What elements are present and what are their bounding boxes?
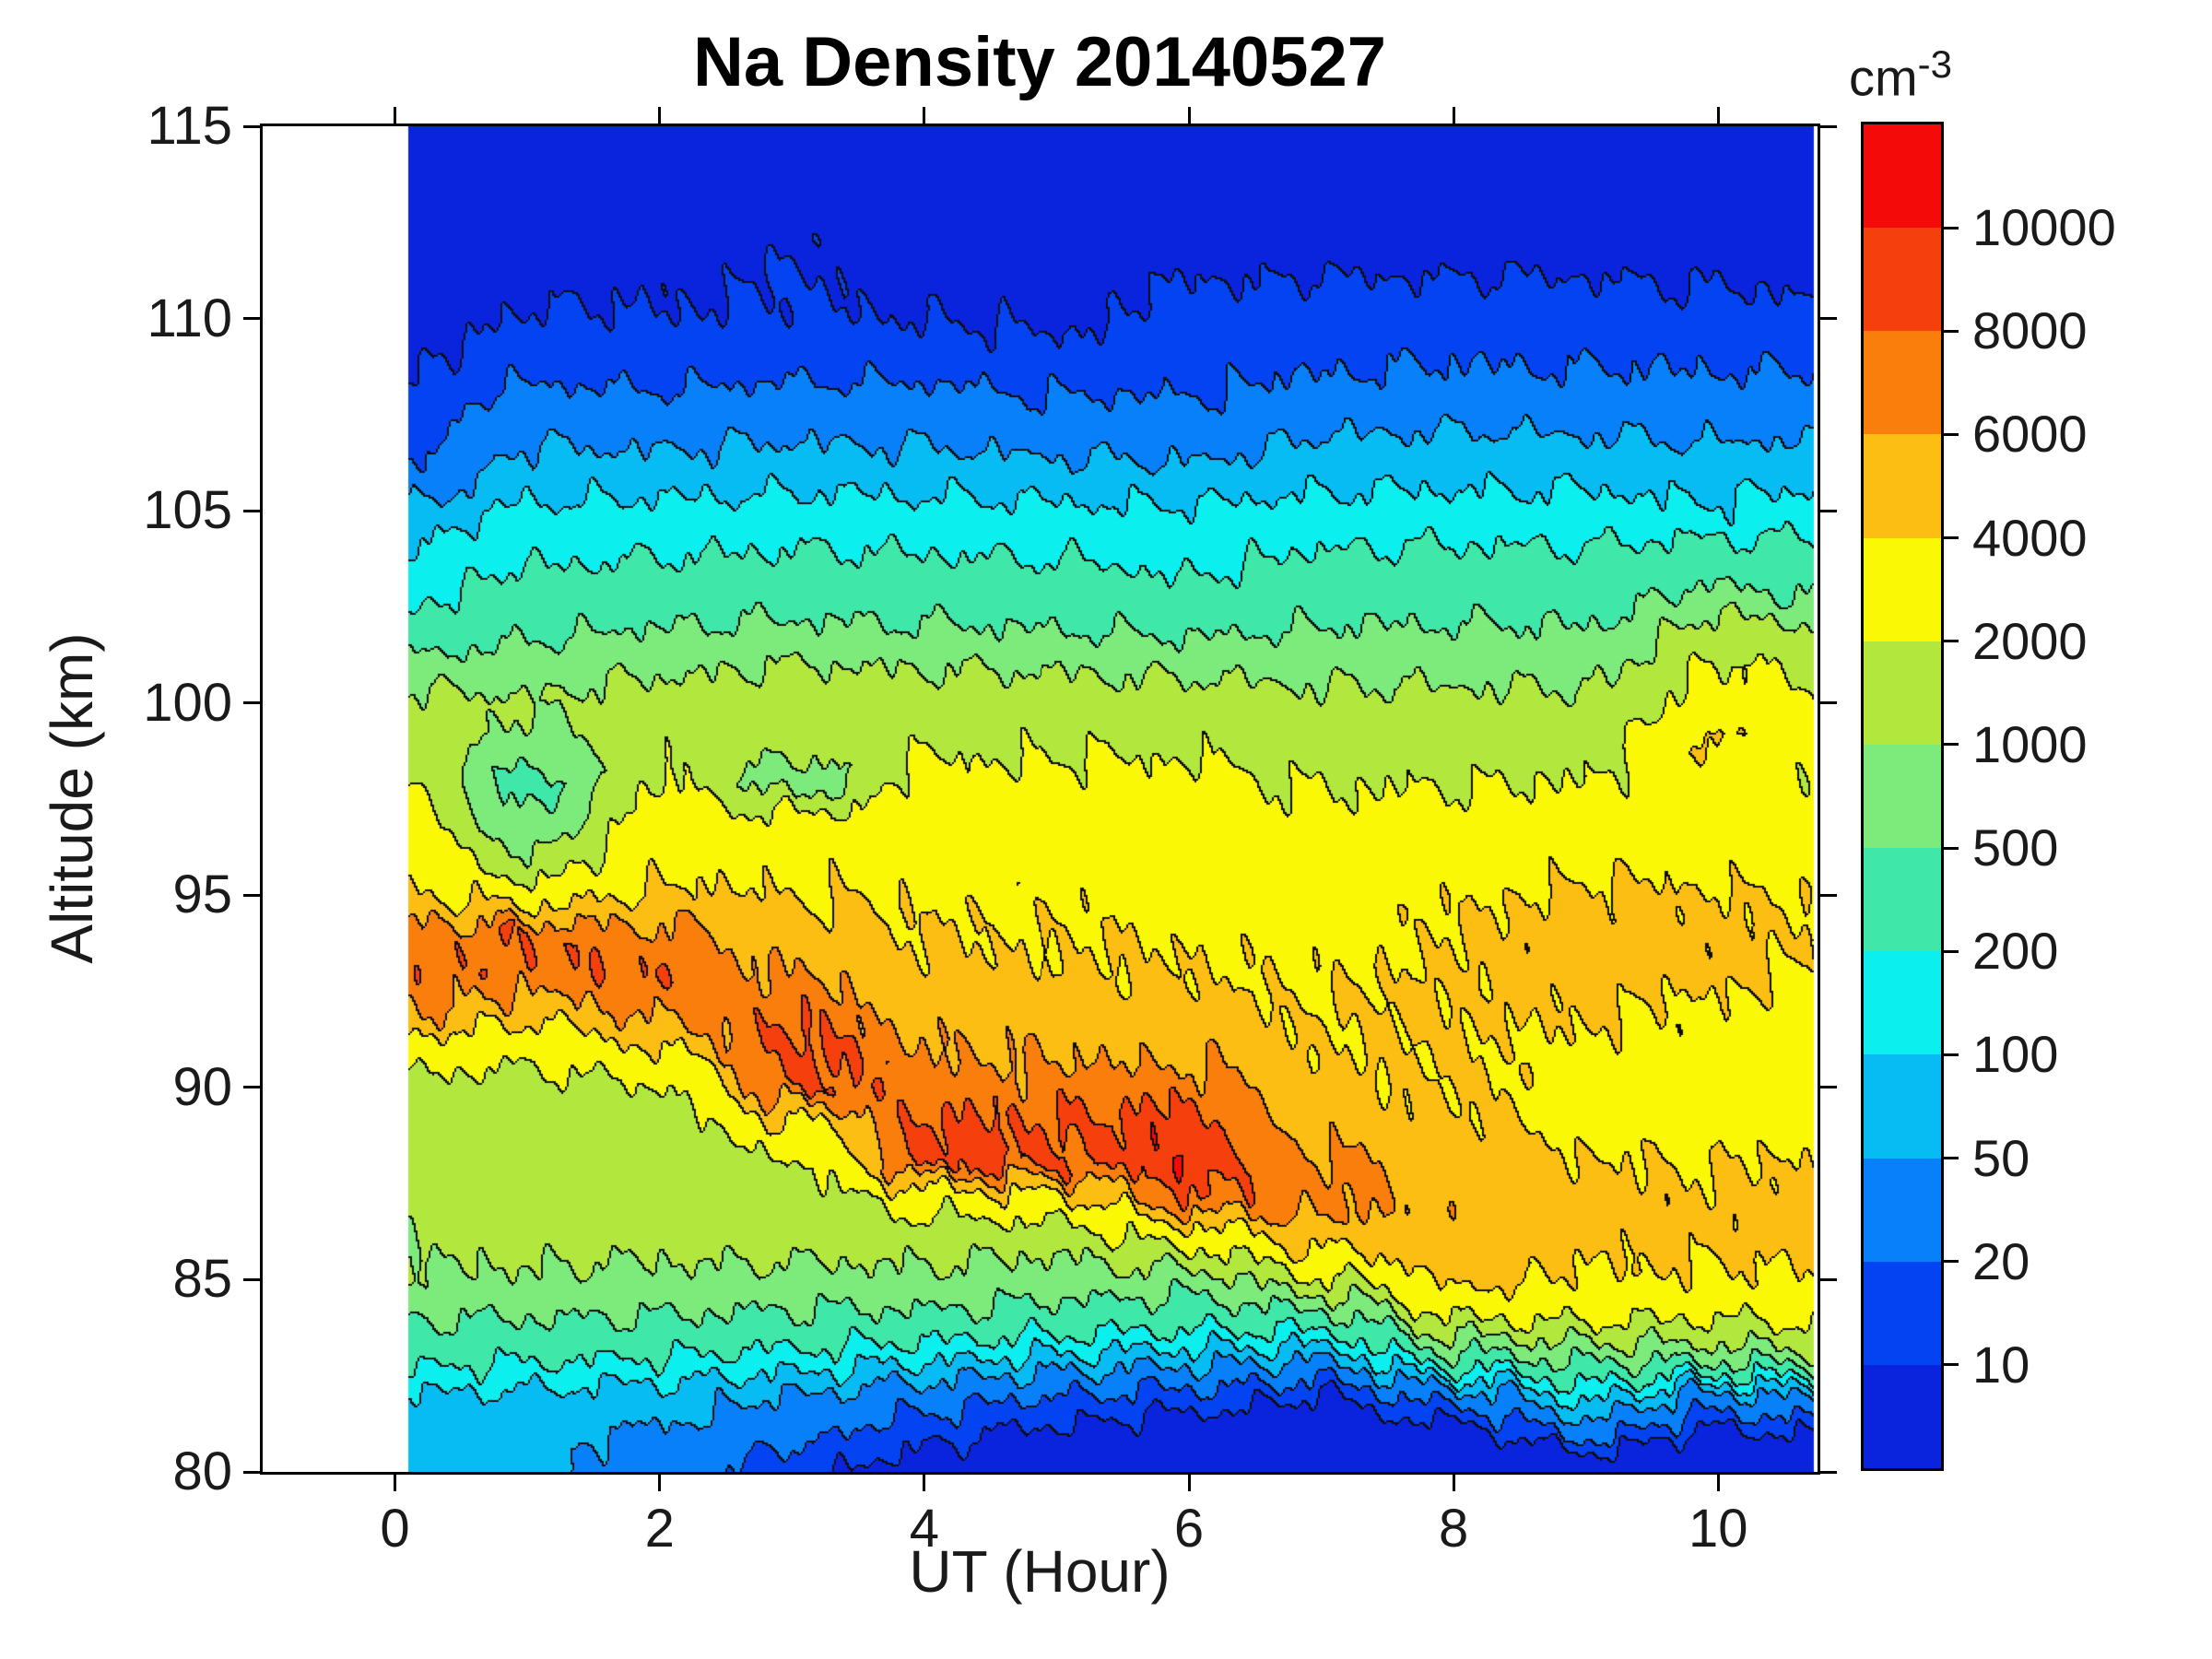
colorbar-tick-mark-2000 bbox=[1944, 640, 1959, 643]
colorbar-tick-label-100: 100 bbox=[1972, 1025, 2059, 1084]
x-tick-label-10: 10 bbox=[1688, 1499, 1748, 1559]
x-tick-mark-top-6 bbox=[1187, 107, 1191, 124]
y-tick-mark-left-110 bbox=[243, 317, 260, 321]
colorbar-tick-label-500: 500 bbox=[1972, 818, 2059, 877]
colorbar-tick-mark-20 bbox=[1944, 1260, 1959, 1264]
y-tick-mark-left-105 bbox=[243, 509, 260, 512]
y-tick-label-115: 115 bbox=[147, 96, 232, 156]
colorbar-band-12 bbox=[1864, 124, 1941, 229]
y-tick-label-85: 85 bbox=[172, 1249, 232, 1310]
colorbar-unit-base: cm bbox=[1849, 48, 1918, 107]
colorbar-band-2 bbox=[1864, 1158, 1941, 1262]
colorbar-tick-label-200: 200 bbox=[1972, 922, 2059, 981]
x-tick-label-8: 8 bbox=[1439, 1499, 1469, 1559]
colorbar-tick-mark-6000 bbox=[1944, 432, 1959, 436]
x-tick-mark-bottom-4 bbox=[923, 1475, 926, 1491]
y-tick-mark-right-110 bbox=[1820, 317, 1837, 321]
x-axis-label: UT (Hour) bbox=[909, 1538, 1171, 1605]
x-tick-label-0: 0 bbox=[380, 1499, 410, 1559]
colorbar-tick-label-1000: 1000 bbox=[1972, 714, 2088, 773]
y-axis-label: Altitude (km) bbox=[39, 632, 105, 964]
colorbar-tick-mark-4000 bbox=[1944, 536, 1959, 540]
colorbar-tick-mark-200 bbox=[1944, 949, 1959, 953]
colorbar-tick-mark-100 bbox=[1944, 1053, 1959, 1056]
colorbar bbox=[1861, 122, 1944, 1471]
colorbar-tick-mark-8000 bbox=[1944, 329, 1959, 333]
colorbar-bands bbox=[1864, 124, 1941, 1469]
x-tick-label-2: 2 bbox=[644, 1499, 675, 1559]
y-tick-mark-right-100 bbox=[1820, 701, 1837, 705]
y-tick-label-100: 100 bbox=[143, 672, 232, 733]
colorbar-band-4 bbox=[1864, 951, 1941, 1055]
y-tick-label-90: 90 bbox=[172, 1056, 232, 1117]
x-tick-mark-bottom-8 bbox=[1452, 1475, 1455, 1491]
colorbar-unit-label: cm-3 bbox=[1849, 42, 1952, 108]
colorbar-band-6 bbox=[1864, 744, 1941, 849]
plot-area bbox=[260, 124, 1820, 1475]
y-tick-mark-right-115 bbox=[1820, 124, 1837, 128]
colorbar-tick-label-10000: 10000 bbox=[1972, 198, 2116, 257]
y-tick-mark-right-85 bbox=[1820, 1277, 1837, 1281]
colorbar-tick-label-2000: 2000 bbox=[1972, 611, 2088, 670]
x-tick-mark-top-4 bbox=[923, 107, 926, 124]
x-tick-mark-bottom-0 bbox=[394, 1475, 397, 1491]
y-tick-label-110: 110 bbox=[147, 288, 232, 348]
x-tick-label-6: 6 bbox=[1173, 1499, 1205, 1559]
y-tick-mark-right-105 bbox=[1820, 509, 1837, 512]
colorbar-band-0 bbox=[1864, 1364, 1941, 1469]
y-tick-mark-right-90 bbox=[1820, 1086, 1837, 1089]
x-tick-mark-bottom-2 bbox=[658, 1475, 662, 1491]
y-tick-mark-left-95 bbox=[243, 893, 260, 897]
colorbar-tick-mark-10000 bbox=[1944, 226, 1959, 229]
y-tick-mark-right-80 bbox=[1820, 1470, 1837, 1474]
colorbar-tick-mark-1000 bbox=[1944, 743, 1959, 747]
x-tick-mark-bottom-10 bbox=[1716, 1475, 1720, 1491]
colorbar-tick-mark-500 bbox=[1944, 846, 1959, 850]
colorbar-tick-mark-10 bbox=[1944, 1363, 1959, 1367]
colorbar-tick-label-10: 10 bbox=[1972, 1335, 2030, 1394]
colorbar-band-1 bbox=[1864, 1261, 1941, 1365]
x-tick-mark-bottom-6 bbox=[1187, 1475, 1191, 1491]
plot-title: Na Density 20140527 bbox=[692, 23, 1387, 101]
x-tick-mark-top-8 bbox=[1452, 107, 1455, 124]
x-tick-mark-top-10 bbox=[1716, 107, 1720, 124]
y-tick-mark-right-95 bbox=[1820, 893, 1837, 897]
colorbar-band-9 bbox=[1864, 434, 1941, 538]
x-tick-mark-top-2 bbox=[658, 107, 662, 124]
y-tick-mark-left-115 bbox=[243, 124, 260, 128]
x-tick-label-4: 4 bbox=[909, 1499, 939, 1559]
y-tick-mark-left-100 bbox=[243, 701, 260, 705]
colorbar-band-11 bbox=[1864, 228, 1941, 332]
y-tick-mark-left-90 bbox=[243, 1086, 260, 1089]
y-tick-mark-left-80 bbox=[243, 1470, 260, 1474]
colorbar-band-3 bbox=[1864, 1054, 1941, 1159]
y-tick-label-80: 80 bbox=[172, 1441, 232, 1501]
y-tick-label-95: 95 bbox=[172, 865, 232, 925]
colorbar-band-10 bbox=[1864, 331, 1941, 435]
colorbar-unit-exponent: -3 bbox=[1917, 42, 1953, 86]
x-tick-mark-top-0 bbox=[394, 107, 397, 124]
colorbar-band-5 bbox=[1864, 848, 1941, 952]
contour-canvas bbox=[263, 126, 1818, 1472]
y-tick-mark-left-85 bbox=[243, 1277, 260, 1281]
colorbar-band-7 bbox=[1864, 641, 1941, 745]
colorbar-tick-label-20: 20 bbox=[1972, 1231, 2030, 1290]
colorbar-tick-label-50: 50 bbox=[1972, 1128, 2030, 1187]
colorbar-tick-mark-50 bbox=[1944, 1157, 1959, 1160]
colorbar-band-8 bbox=[1864, 537, 1941, 641]
y-tick-label-105: 105 bbox=[143, 480, 232, 541]
colorbar-tick-label-4000: 4000 bbox=[1972, 508, 2088, 567]
colorbar-tick-label-8000: 8000 bbox=[1972, 301, 2088, 360]
colorbar-tick-label-6000: 6000 bbox=[1972, 405, 2088, 464]
